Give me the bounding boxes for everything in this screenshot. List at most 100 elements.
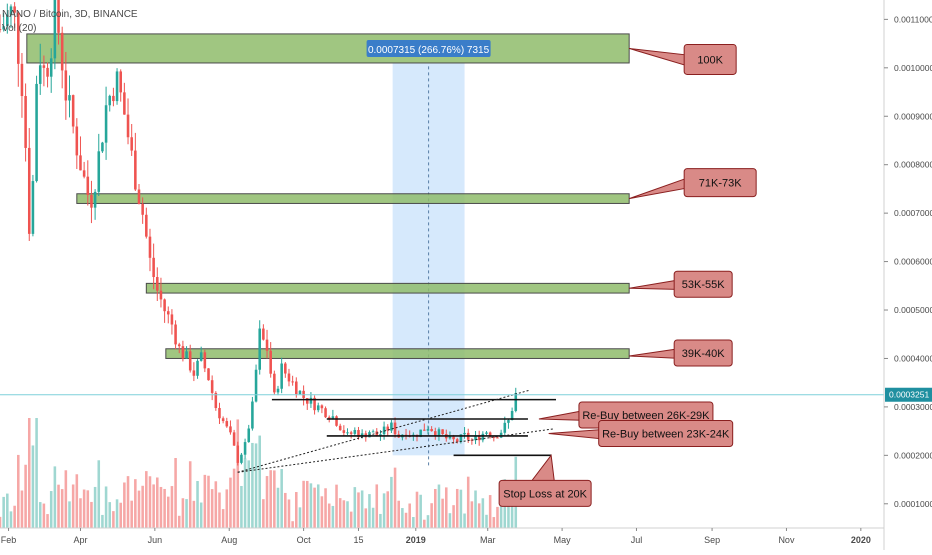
volume-bar <box>452 505 455 528</box>
volume-bar <box>64 470 68 528</box>
candle-body <box>17 12 20 64</box>
volume-bar <box>251 442 254 528</box>
volume-bar <box>466 476 470 528</box>
volume-bar <box>382 493 386 528</box>
volume-bar <box>404 512 408 528</box>
volume-bar <box>181 498 185 528</box>
candle-body <box>236 445 240 463</box>
candle-body <box>31 181 35 234</box>
resistance-zone <box>26 33 630 64</box>
candle-body <box>273 373 276 393</box>
volume-bar <box>97 460 101 528</box>
candle-body <box>320 405 324 409</box>
volume-bar <box>214 481 218 528</box>
callout-pointer <box>629 279 677 290</box>
candle-body <box>203 352 207 369</box>
volume-bar <box>90 501 93 528</box>
volume-bar <box>199 502 203 528</box>
volume-bar <box>316 484 320 528</box>
volume-bar <box>499 490 503 528</box>
candle-body <box>210 380 214 393</box>
volume-bar <box>134 479 137 528</box>
volume-bar <box>430 503 433 528</box>
candle-body <box>86 176 90 196</box>
callout-box <box>673 270 733 298</box>
symbol-title[interactable]: NANO / Bitcoin, 3D, BINANCE <box>2 9 138 20</box>
candle-body <box>313 397 316 411</box>
candle-body <box>79 155 82 171</box>
volume-bar <box>291 521 294 528</box>
candle-body <box>240 454 243 463</box>
volume-bar <box>324 488 327 528</box>
resistance-zone <box>165 348 630 359</box>
volume-bar <box>496 506 499 528</box>
volume-bar <box>93 486 97 528</box>
volume-bar <box>101 514 104 528</box>
volume-bar <box>86 490 90 528</box>
candle-body <box>353 430 357 434</box>
candle-body <box>170 314 174 325</box>
candle-body <box>507 420 510 423</box>
measure-label: 0.0007315 (266.76%) 7315 <box>366 39 491 57</box>
price-tick-label: 0.0004000 <box>894 353 932 363</box>
callout-box <box>498 479 592 507</box>
callout-annotation: 53K-55K <box>629 270 733 298</box>
candle-body <box>35 83 38 182</box>
candle-body <box>225 421 229 427</box>
candle-body <box>181 346 185 359</box>
candle-body <box>459 434 463 442</box>
volume-bar <box>393 467 397 528</box>
candle-body <box>49 58 53 77</box>
candle-body <box>375 431 379 437</box>
candle-body <box>393 422 397 435</box>
volume-bar <box>485 514 488 528</box>
volume-bar <box>386 491 390 528</box>
volume-bar <box>474 490 477 528</box>
candle-body <box>196 360 199 376</box>
last-price-tag: 0.0003251 <box>885 387 932 402</box>
candle-body <box>134 150 137 190</box>
volume-bar <box>331 505 335 528</box>
volume-bar <box>375 484 379 528</box>
callout-box <box>598 420 734 448</box>
volume-bar <box>364 508 368 528</box>
candle-body <box>309 397 313 404</box>
volume-bar <box>82 489 86 528</box>
candle-body <box>152 257 155 278</box>
volume-bar <box>35 418 38 528</box>
volume-bar <box>210 489 214 528</box>
candle-body <box>27 147 31 234</box>
candle-body <box>254 369 258 402</box>
candle-body <box>188 351 192 371</box>
measure-label-text: 0.0007315 (266.76%) 7315 <box>368 45 490 56</box>
volume-bar <box>2 496 5 528</box>
candle-body <box>101 142 104 152</box>
candle-body <box>46 67 49 77</box>
callout-pointer <box>629 348 677 359</box>
volume-bar <box>243 458 247 528</box>
candle-body <box>93 191 97 208</box>
callout-annotation: 71K-73K <box>628 168 757 200</box>
volume-bar <box>38 502 42 528</box>
candle-body <box>474 435 477 441</box>
candle-body <box>24 96 27 148</box>
volume-bar <box>477 503 481 528</box>
volume-bar <box>492 517 496 528</box>
candle-body <box>463 432 466 435</box>
candle-body <box>148 236 152 258</box>
volume-bar <box>357 492 360 528</box>
volume-bar <box>397 500 400 528</box>
candle-body <box>305 398 309 404</box>
time-tick-label: Jun <box>148 535 163 545</box>
callout-box <box>683 168 757 198</box>
volume-bar <box>444 487 448 528</box>
candle-body <box>82 170 86 177</box>
volume-bar <box>71 484 75 528</box>
candle-body <box>163 299 166 312</box>
price-tick-label: 0.0006000 <box>894 257 932 267</box>
volume-bar <box>218 492 221 528</box>
volume-bar <box>229 477 232 528</box>
price-tick-label: 0.0011000 <box>894 14 932 24</box>
volume-indicator-label[interactable]: Vol (20) <box>2 23 37 34</box>
